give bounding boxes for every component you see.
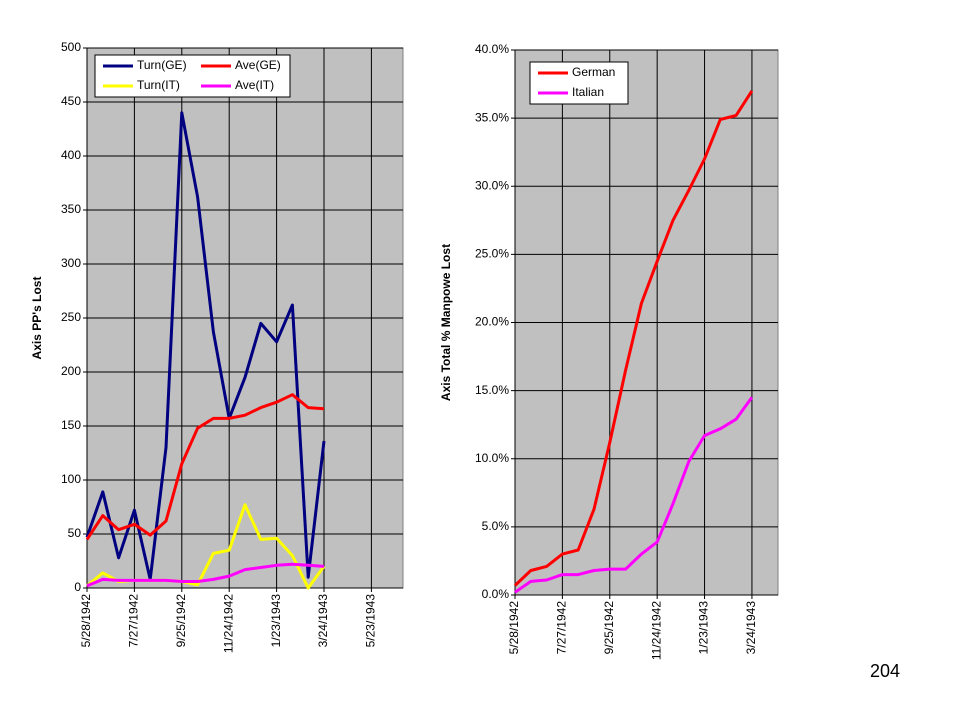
x-tick-label: 3/24/1943 xyxy=(316,594,330,648)
y-tick-label: 100 xyxy=(61,472,81,486)
y-tick-label: 15.0% xyxy=(475,383,509,397)
y-tick-label: 450 xyxy=(61,94,81,108)
x-tick-label: 3/24/1943 xyxy=(744,601,758,655)
series-line xyxy=(514,396,754,594)
x-tick-label: 9/25/1942 xyxy=(174,594,188,648)
x-tick-label: 11/24/1942 xyxy=(649,601,663,660)
legend-box xyxy=(529,61,629,105)
x-tick-label: 9/25/1942 xyxy=(602,601,616,655)
x-tick-label: 7/27/1942 xyxy=(555,601,569,655)
x-tick-label: 11/24/1942 xyxy=(221,594,235,653)
y-tick-label: 0 xyxy=(74,580,81,594)
y-tick-label: 350 xyxy=(61,202,81,216)
legend-label: Turn(IT) xyxy=(137,78,180,92)
series-line xyxy=(85,393,325,541)
y-tick-label: 250 xyxy=(61,310,81,324)
y-tick-label: 0.0% xyxy=(482,587,510,601)
legend-label: Ave(IT) xyxy=(235,78,274,92)
page-number: 204 xyxy=(870,661,900,681)
y-tick-label: 300 xyxy=(61,256,81,270)
legend-label: Ave(GE) xyxy=(235,58,281,72)
y-tick-label: 400 xyxy=(61,148,81,162)
x-tick-label: 5/28/1942 xyxy=(507,601,521,655)
x-tick-label: 5/28/1942 xyxy=(79,594,93,648)
legend-label: Italian xyxy=(572,85,604,99)
y-tick-label: 25.0% xyxy=(475,247,509,261)
legend-label: German xyxy=(572,65,615,79)
series-line xyxy=(85,111,326,581)
y-tick-label: 5.0% xyxy=(482,519,510,533)
y-axis-label: Axis PP's Lost xyxy=(30,277,44,360)
legend-box xyxy=(94,54,291,98)
y-tick-label: 20.0% xyxy=(475,315,509,329)
series-line xyxy=(513,90,754,587)
y-tick-label: 50 xyxy=(68,526,82,540)
legend-label: Turn(GE) xyxy=(137,58,187,72)
y-tick-label: 35.0% xyxy=(475,110,509,124)
y-axis-label: Axis Total % Manpowe Lost xyxy=(439,244,453,401)
x-tick-label: 5/23/1943 xyxy=(364,594,378,648)
x-tick-label: 1/23/1943 xyxy=(269,594,283,648)
y-tick-label: 200 xyxy=(61,364,81,378)
y-tick-label: 150 xyxy=(61,418,81,432)
x-tick-label: 1/23/1943 xyxy=(697,601,711,655)
x-tick-label: 7/27/1942 xyxy=(127,594,141,648)
y-tick-label: 500 xyxy=(61,40,81,54)
y-tick-label: 10.0% xyxy=(475,451,509,465)
series-line xyxy=(86,562,325,588)
y-tick-label: 30.0% xyxy=(475,178,509,192)
y-tick-label: 40.0% xyxy=(475,42,509,56)
